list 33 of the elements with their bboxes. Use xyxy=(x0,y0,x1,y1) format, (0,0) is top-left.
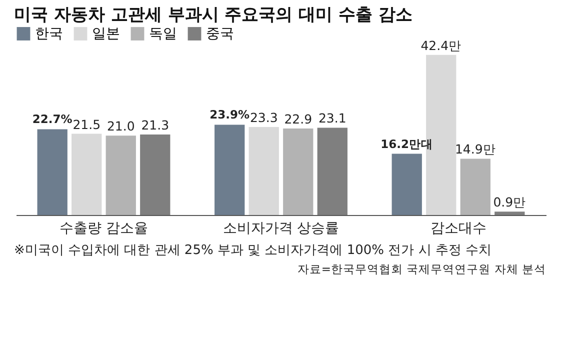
data-label: 21.5 xyxy=(72,116,101,132)
legend-label: 독일 xyxy=(149,26,177,42)
data-label: 22.7% xyxy=(32,112,73,126)
legend-label: 중국 xyxy=(206,26,234,42)
data-label: 23.9% xyxy=(210,108,250,122)
x-tick-label: 소비자가격 상승률 xyxy=(222,220,340,236)
bar xyxy=(248,126,279,215)
data-label: 23.3 xyxy=(250,110,278,125)
legend-label: 일본 xyxy=(92,26,120,42)
text: ※미국이 수입차에 대한 관세 25% 부과 및 소비자가격에 100% 전가 시 추정 수치 xyxy=(14,243,492,258)
bar xyxy=(317,128,348,215)
bar xyxy=(392,154,422,215)
bar xyxy=(72,134,102,215)
text: 자료=한국무역협회 국제무역연구원 자체 분석 xyxy=(297,262,546,276)
data-label: 21.3 xyxy=(141,118,170,133)
data-label: 23.1 xyxy=(318,110,346,126)
data-label: 16.2만대 xyxy=(380,136,434,151)
bar xyxy=(140,134,170,215)
data-label: 22.9 xyxy=(284,111,312,126)
chart-title: 미국 자동차 고관세 부과시 주요국의 대미 수출 감소 xyxy=(14,5,412,25)
legend-label: 한국 xyxy=(35,26,63,42)
data-label: 42.4만 xyxy=(420,38,462,53)
bar xyxy=(214,124,245,215)
bar xyxy=(494,212,525,215)
data-label: 14.9만 xyxy=(454,142,496,157)
bar xyxy=(460,158,490,215)
x-tick-label: 수출량 감소율 xyxy=(60,220,148,236)
data-label: 0.9만 xyxy=(493,194,526,210)
bar xyxy=(283,128,314,215)
data-label: 21.0 xyxy=(106,118,135,134)
bar xyxy=(106,136,136,215)
x-tick-label: 감소대수 xyxy=(430,220,486,236)
bar xyxy=(37,129,68,215)
